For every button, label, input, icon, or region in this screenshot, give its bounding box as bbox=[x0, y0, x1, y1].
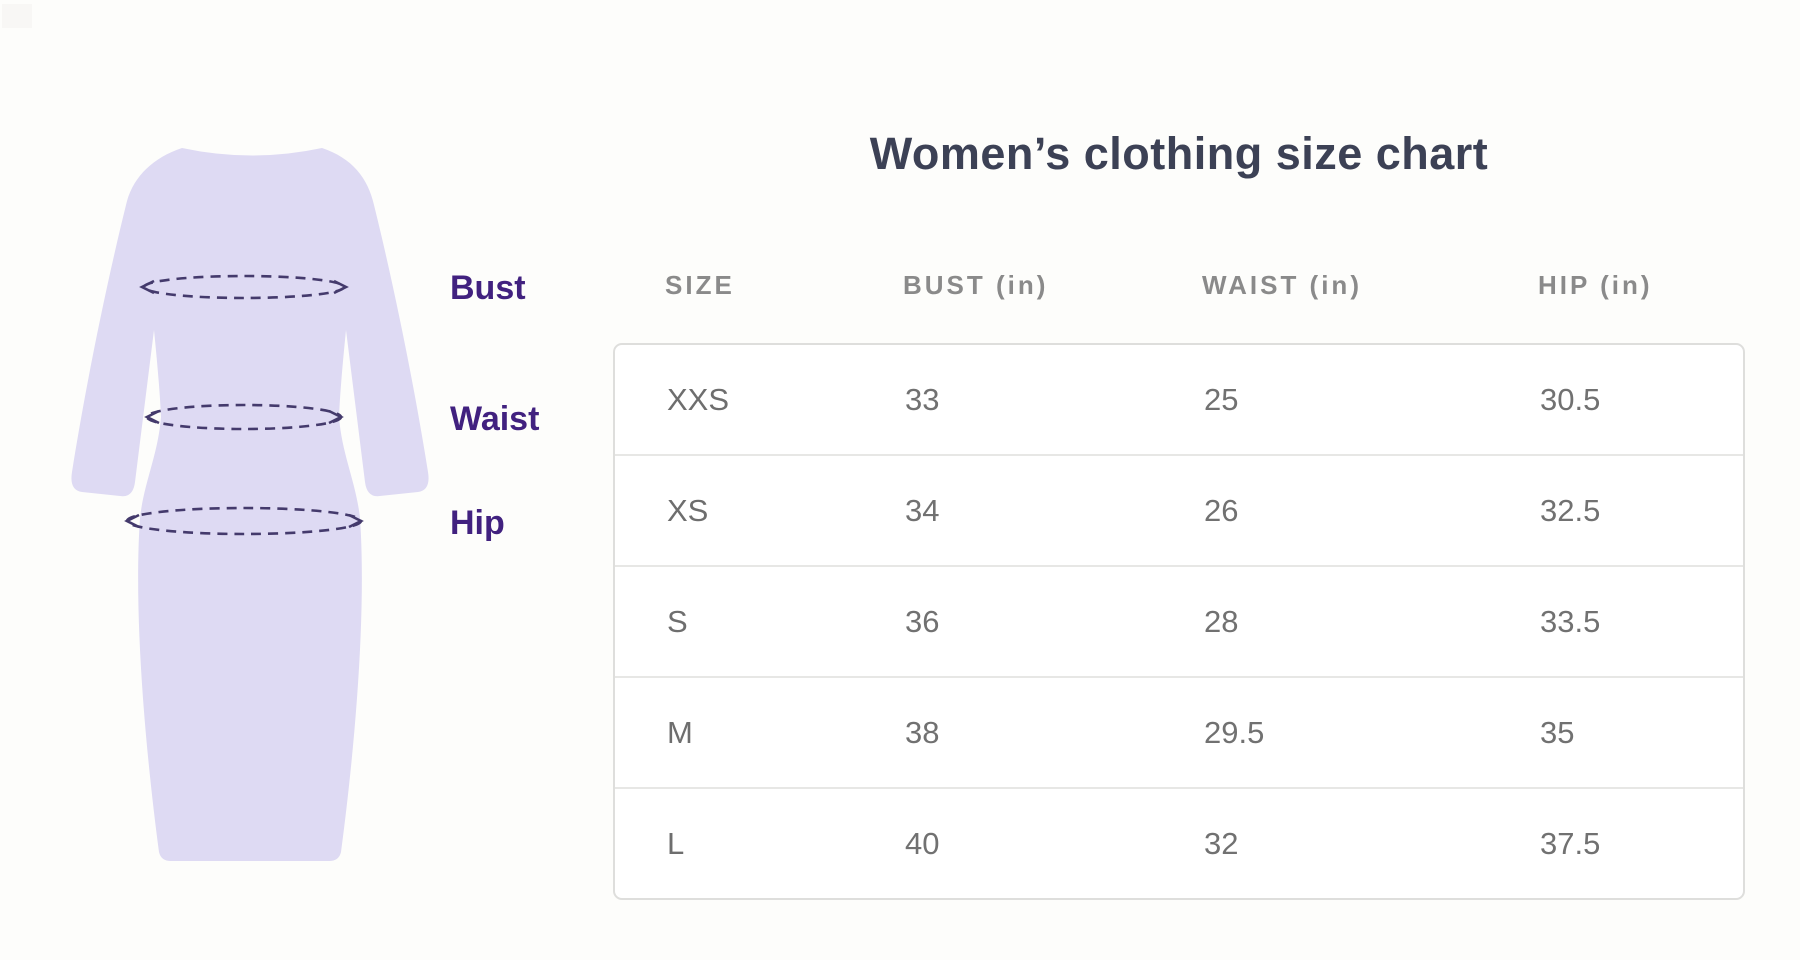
hip-label: Hip bbox=[450, 504, 505, 542]
table-row-xxs: XXS 33 25 30.5 bbox=[615, 345, 1743, 456]
hip-cell: 32.5 bbox=[1540, 492, 1601, 528]
bust-cell: 36 bbox=[905, 603, 940, 639]
waist-cell: 32 bbox=[1204, 825, 1239, 861]
waist-measure-line bbox=[144, 403, 344, 431]
bust-cell: 33 bbox=[905, 381, 940, 417]
bust-cell: 34 bbox=[905, 492, 940, 528]
table-row-xs: XS 34 26 32.5 bbox=[615, 456, 1743, 567]
table-row-m: M 38 29.5 35 bbox=[615, 678, 1743, 789]
size-cell: L bbox=[667, 825, 685, 861]
table-header-row: SIZE BUST (in) WAIST (in) HIP (in) bbox=[613, 266, 1745, 304]
size-table: XXS 33 25 30.5 XS 34 26 32.5 S 36 28 33.… bbox=[613, 343, 1745, 900]
size-cell: XS bbox=[667, 492, 709, 528]
column-header-waist: WAIST (in) bbox=[1202, 270, 1362, 300]
bust-measure-line bbox=[139, 274, 349, 300]
waist-label: Waist bbox=[450, 400, 540, 438]
table-row-s: S 36 28 33.5 bbox=[615, 567, 1743, 678]
hip-cell: 35 bbox=[1540, 714, 1575, 750]
hip-cell: 30.5 bbox=[1540, 381, 1601, 417]
waist-cell: 29.5 bbox=[1204, 714, 1265, 750]
column-header-size: SIZE bbox=[665, 270, 735, 300]
column-header-hip: HIP (in) bbox=[1538, 270, 1653, 300]
corner-artifact bbox=[2, 4, 32, 28]
size-cell: S bbox=[667, 603, 688, 639]
bust-cell: 40 bbox=[905, 825, 940, 861]
dress-silhouette bbox=[71, 148, 429, 861]
bust-cell: 38 bbox=[905, 714, 940, 750]
column-header-bust: BUST (in) bbox=[903, 270, 1049, 300]
hip-measure-line bbox=[124, 506, 364, 536]
size-cell: M bbox=[667, 714, 693, 750]
table-row-l: L 40 32 37.5 bbox=[615, 789, 1743, 898]
waist-cell: 26 bbox=[1204, 492, 1239, 528]
waist-cell: 28 bbox=[1204, 603, 1239, 639]
waist-cell: 25 bbox=[1204, 381, 1239, 417]
page-title: Women’s clothing size chart bbox=[869, 128, 1489, 179]
dress-illustration bbox=[71, 148, 429, 861]
size-cell: XXS bbox=[667, 381, 730, 417]
hip-cell: 33.5 bbox=[1540, 603, 1601, 639]
bust-label: Bust bbox=[450, 269, 526, 307]
hip-cell: 37.5 bbox=[1540, 825, 1601, 861]
